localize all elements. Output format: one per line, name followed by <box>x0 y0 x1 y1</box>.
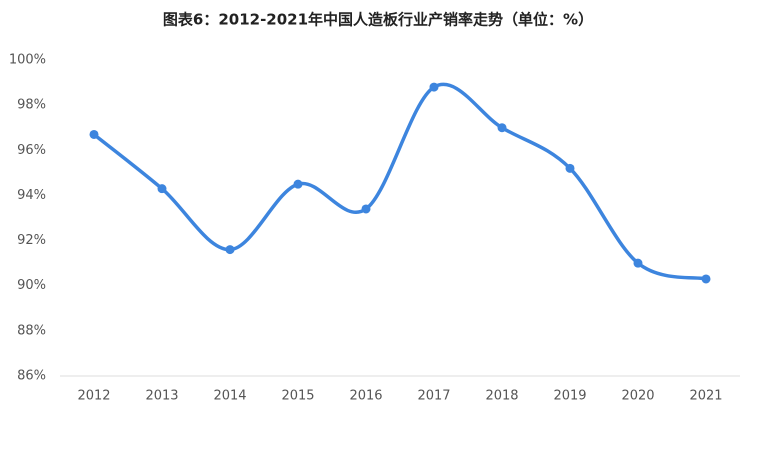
point <box>89 129 99 139</box>
x-tick-label: 2013 <box>145 389 178 404</box>
point <box>701 274 711 284</box>
y-tick-label: 88% <box>17 323 46 338</box>
point <box>361 204 371 214</box>
point <box>633 258 643 268</box>
point <box>293 179 303 189</box>
point <box>157 184 167 194</box>
y-tick-label: 98% <box>17 98 46 113</box>
x-tick-label: 2015 <box>281 389 314 404</box>
x-tick-label: 2017 <box>417 389 450 404</box>
x-tick-label: 2016 <box>349 389 382 404</box>
x-tick-label: 2012 <box>77 389 110 404</box>
y-tick-label: 94% <box>17 188 46 203</box>
point <box>565 163 575 173</box>
y-tick-label: 96% <box>17 143 46 158</box>
x-tick-label: 2018 <box>485 389 518 404</box>
point <box>225 245 235 255</box>
x-tick-label: 2020 <box>621 389 654 404</box>
chart-title: 图表6：2012-2021年中国人造板行业产销率走势（单位：%） <box>163 11 593 29</box>
y-tick-label: 100% <box>9 53 46 68</box>
y-tick-label: 92% <box>17 233 46 248</box>
y-tick-label: 86% <box>17 369 46 384</box>
line <box>92 82 707 281</box>
point <box>497 123 507 133</box>
x-tick-label: 2014 <box>213 389 246 404</box>
x-tick-label: 2021 <box>689 389 722 404</box>
point <box>429 82 439 92</box>
y-tick-label: 90% <box>17 278 46 293</box>
x-tick-label: 2019 <box>553 389 586 404</box>
